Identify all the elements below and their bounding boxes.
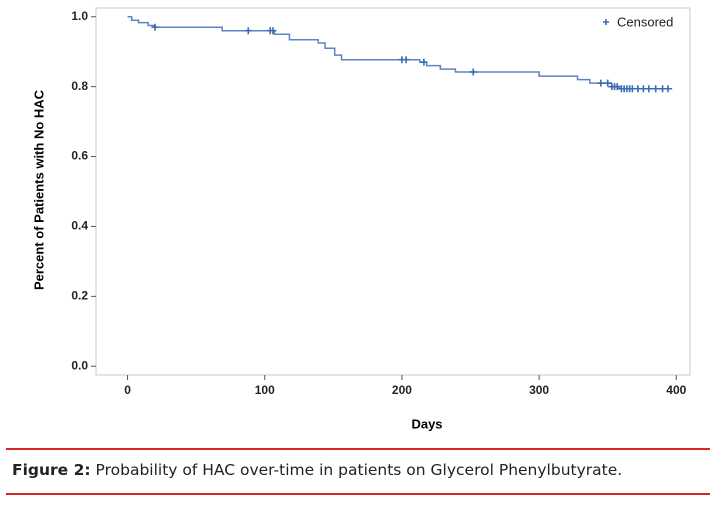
y-tick-label: 0.0 — [71, 358, 88, 372]
y-tick-label: 0.4 — [71, 219, 88, 233]
y-tick-label: 0.2 — [71, 289, 88, 303]
survival-line — [127, 15, 673, 90]
x-tick-label: 200 — [392, 383, 412, 397]
censor-mark — [402, 56, 410, 64]
y-axis-label: Percent of Patients with No HAC — [31, 89, 46, 290]
legend-marker — [603, 19, 609, 25]
x-axis-label: Days — [411, 416, 442, 431]
x-tick-label: 100 — [255, 383, 275, 397]
caption-text: Probability of HAC over-time in patients… — [95, 461, 623, 479]
censor-mark — [597, 79, 605, 87]
caption: Figure 2: Probability of HAC over-time i… — [12, 461, 622, 479]
legend-label: Censored — [617, 14, 673, 29]
censor-mark — [613, 83, 621, 91]
chart: Days Percent of Patients with No HAC 0.0… — [31, 7, 691, 431]
censor-mark — [151, 23, 159, 31]
censor-mark — [469, 68, 477, 76]
censor-mark — [645, 85, 653, 93]
plot-frame — [95, 7, 691, 376]
censor-mark — [652, 85, 660, 93]
caption-label: Figure 2: — [12, 461, 91, 479]
censor-mark — [269, 27, 277, 35]
censor-mark — [664, 85, 672, 93]
y-tick-label: 1.0 — [71, 9, 88, 23]
caption-rule — [6, 493, 710, 495]
y-tick-label: 0.8 — [71, 79, 88, 93]
x-tick-label: 0 — [124, 383, 131, 397]
y-tick-label: 0.6 — [71, 149, 88, 163]
censor-mark — [604, 79, 612, 87]
censor-mark — [420, 58, 428, 66]
x-tick-label: 400 — [666, 383, 686, 397]
x-tick-label: 300 — [529, 383, 549, 397]
censor-mark — [244, 27, 252, 35]
caption-rule — [6, 448, 710, 450]
